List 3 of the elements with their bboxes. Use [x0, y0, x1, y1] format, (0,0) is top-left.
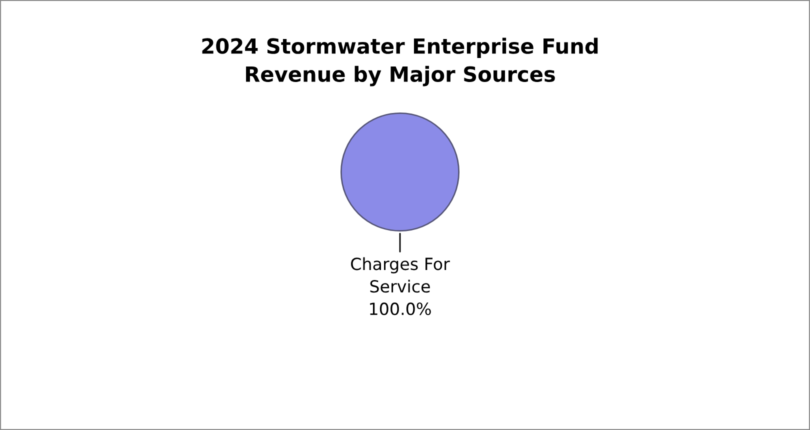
data-label: 100.0%: [370, 302, 431, 316]
slice-label: Charges For Service: [351, 257, 450, 293]
chart-title: 2024 Stormwater Enterprise Fund Revenue by Major Sources: [202, 38, 598, 86]
